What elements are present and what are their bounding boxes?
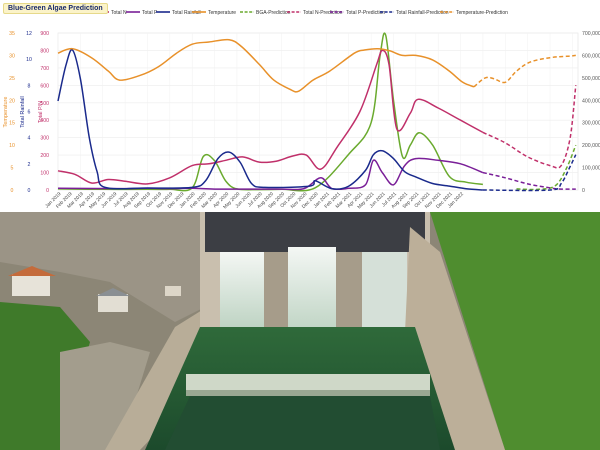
- y-tick-label-ppb: 0: [46, 188, 49, 194]
- series-line-total-rainfall: [57, 48, 483, 191]
- y-tick-label-temperature: 0: [11, 188, 14, 194]
- y-tick-label-rainfall: 6: [28, 110, 31, 116]
- y-tick-label-temperature: 25: [9, 76, 15, 82]
- y-tick-label-rainfall: 10: [26, 57, 32, 63]
- y-tick-label-temperature: 35: [9, 31, 15, 37]
- y-tick-label-rainfall: 0: [28, 188, 31, 194]
- series-line-temperature: [57, 38, 475, 93]
- legend-label: Temperature: [208, 10, 236, 16]
- y-tick-label-ppb: 900: [40, 31, 49, 37]
- y-tick-label-ppb: 600: [40, 83, 49, 89]
- legend-label: Temperature-Prediction: [456, 10, 508, 16]
- y-tick-label-bga: 600,000: [582, 53, 600, 59]
- page-title: Blue-Green Algae Prediction: [3, 3, 108, 14]
- y-tick-label-ppb: 400: [40, 118, 49, 124]
- legend-label: Total N: [111, 10, 127, 16]
- y-tick-label-bga: 100,000: [582, 166, 600, 172]
- y-tick-label-bga: 500,000: [582, 76, 600, 82]
- chart-panel: 0 5 10 15 20 25 30 35 0 2 4 6 8 10 12 0 100 200 300 400 500 6…: [0, 0, 600, 212]
- y-axis-title-temperature: Temperature: [3, 97, 9, 128]
- series-line-total-n-prediction: [482, 85, 577, 169]
- y-tick-label-rainfall: 12: [26, 31, 32, 37]
- y-tick-label-rainfall: 4: [28, 136, 31, 142]
- y-tick-label-rainfall: 8: [28, 83, 31, 89]
- series-line-total-rainfall-prediction: [482, 154, 577, 192]
- y-tick-label-ppb: 200: [40, 153, 49, 159]
- legend-label: Total P-Prediction: [346, 10, 385, 16]
- y-tick-label-bga: 300,000: [582, 121, 600, 127]
- y-tick-label-ppb: 500: [40, 101, 49, 107]
- y-tick-label-bga: 400,000: [582, 98, 600, 104]
- y-tick-label-bga: 0: [582, 188, 585, 194]
- series-line-total-p-prediction: [482, 171, 576, 190]
- series-line-bga-prediction: [516, 144, 577, 191]
- y-axis-title-rainfall: Total Rainfall: [20, 96, 26, 128]
- y-tick-label-ppb: 800: [40, 48, 49, 54]
- y-tick-label-rainfall: 2: [28, 162, 31, 168]
- series-line-temperature-prediction: [473, 54, 576, 88]
- dam-spillway-photo: [0, 212, 600, 450]
- y-tick-label-bga: 200,000: [582, 143, 600, 149]
- y-tick-label-temperature: 30: [9, 53, 15, 59]
- y-tick-label-ppb: 700: [40, 66, 49, 72]
- y-tick-label-bga: 700,000: [582, 31, 600, 37]
- y-axis-title-ppb: Total P/N: [38, 101, 44, 123]
- legend-label: Total Rainfall: [172, 10, 201, 16]
- legend-label: BGA-Prediction: [256, 10, 291, 16]
- y-tick-label-temperature: 15: [9, 121, 15, 127]
- y-tick-label-ppb: 300: [40, 136, 49, 142]
- legend-label: Total N-Prediction: [303, 10, 343, 16]
- legend-label: Total P: [142, 10, 158, 16]
- plot-area: [57, 32, 579, 191]
- y-tick-label-ppb: 100: [40, 171, 49, 177]
- chart-svg: 0 5 10 15 20 25 30 35 0 2 4 6 8 10 12 0 100 200 300 400 500 6…: [3, 10, 600, 211]
- series-line-total-n: [57, 49, 484, 185]
- y-tick-label-temperature: 20: [9, 98, 15, 104]
- y-tick-label-temperature: 5: [11, 166, 14, 172]
- legend-label: Total Rainfall-Prediction: [396, 10, 449, 16]
- y-tick-label-temperature: 10: [9, 143, 15, 149]
